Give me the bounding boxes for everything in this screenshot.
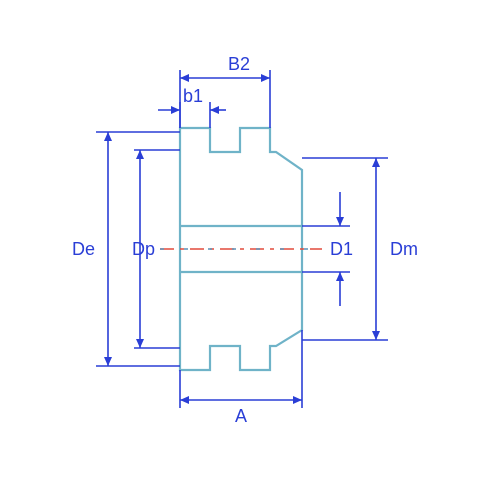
part-outline-top <box>180 128 302 249</box>
label-B2: B2 <box>228 54 250 74</box>
label-De: De <box>72 239 95 259</box>
sprocket-section-drawing: De Dp D1 Dm b1 B2 A <box>0 0 500 500</box>
part-outline-bottom <box>180 249 302 370</box>
label-b1: b1 <box>183 86 203 106</box>
label-D1: D1 <box>330 239 353 259</box>
label-Dm: Dm <box>390 239 418 259</box>
label-A: A <box>235 406 247 426</box>
label-Dp: Dp <box>132 239 155 259</box>
